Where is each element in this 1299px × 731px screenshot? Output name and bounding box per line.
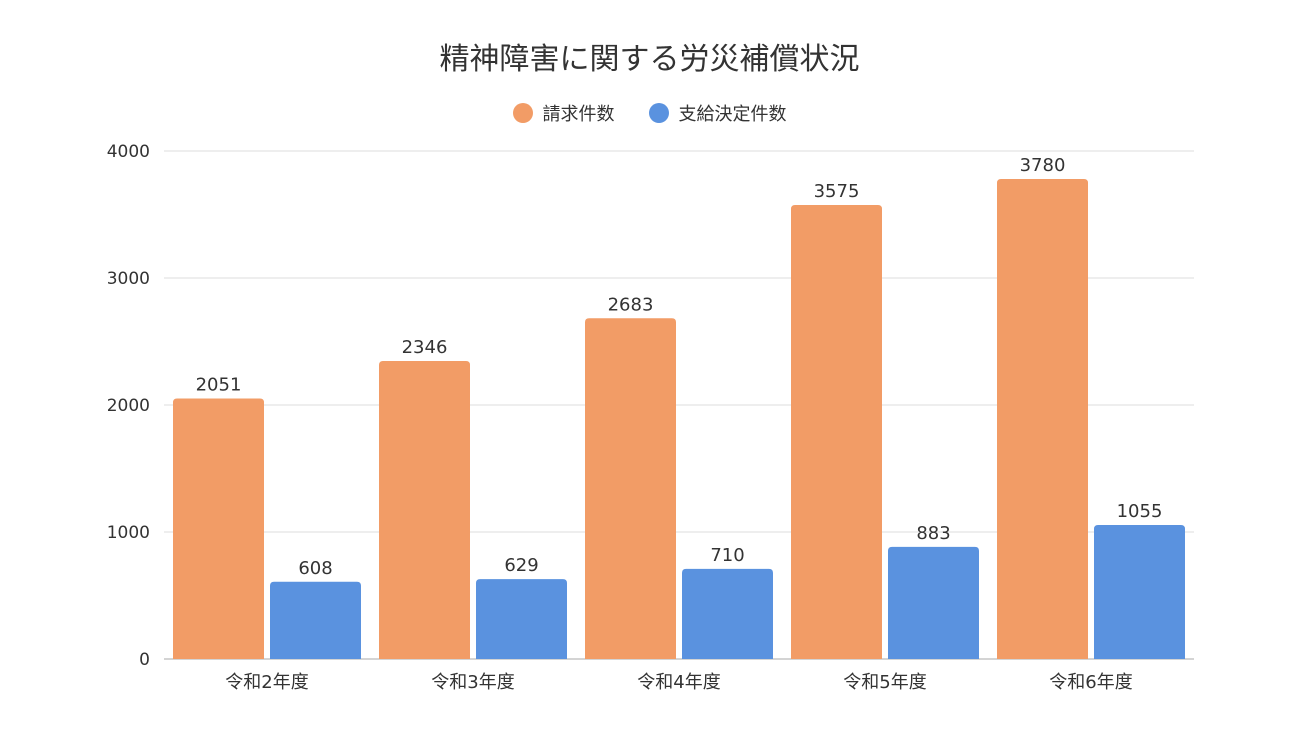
data-label: 3780: [1020, 155, 1066, 176]
data-label: 710: [710, 545, 744, 566]
legend: 請求件数 支給決定件数: [0, 100, 1299, 126]
legend-item-requests: 請求件数: [512, 100, 615, 126]
x-tick-label: 令和3年度: [431, 672, 514, 693]
bar-requests: [379, 361, 470, 659]
legend-label-requests: 請求件数: [542, 104, 615, 125]
data-label: 2051: [196, 375, 242, 396]
data-label: 883: [916, 523, 950, 544]
data-label: 608: [298, 558, 332, 579]
y-tick-label: 0: [139, 650, 150, 670]
bar-requests: [997, 178, 1088, 659]
legend-item-approvals: 支給決定件数: [648, 100, 787, 126]
bar-approvals: [476, 579, 567, 659]
x-tick-label: 令和5年度: [843, 672, 926, 693]
x-tick-label: 令和2年度: [225, 672, 308, 693]
data-label: 3575: [814, 181, 860, 202]
chart-title: 精神障害に関する労災補償状況: [439, 42, 860, 77]
data-label: 2346: [402, 337, 448, 358]
data-label: 1055: [1117, 501, 1163, 522]
y-tick-label: 4000: [107, 142, 150, 162]
y-tick-label: 3000: [107, 269, 150, 289]
bar-approvals: [682, 568, 773, 659]
legend-swatch-approvals: [648, 103, 669, 123]
x-tick-label: 令和4年度: [637, 672, 720, 693]
y-tick-label: 1000: [107, 523, 150, 543]
bar-requests: [791, 204, 882, 659]
x-tick-label: 令和6年度: [1049, 672, 1132, 693]
y-tick-label: 2000: [107, 396, 150, 416]
data-label: 629: [504, 555, 538, 576]
bar-approvals: [270, 581, 361, 659]
bar-requests: [585, 318, 676, 659]
legend-swatch-requests: [512, 103, 533, 123]
bar-approvals: [888, 546, 979, 659]
legend-label-approvals: 支給決定件数: [678, 104, 787, 125]
bar-approvals: [1094, 525, 1185, 659]
data-label: 2683: [608, 294, 654, 315]
bar-requests: [173, 398, 264, 659]
